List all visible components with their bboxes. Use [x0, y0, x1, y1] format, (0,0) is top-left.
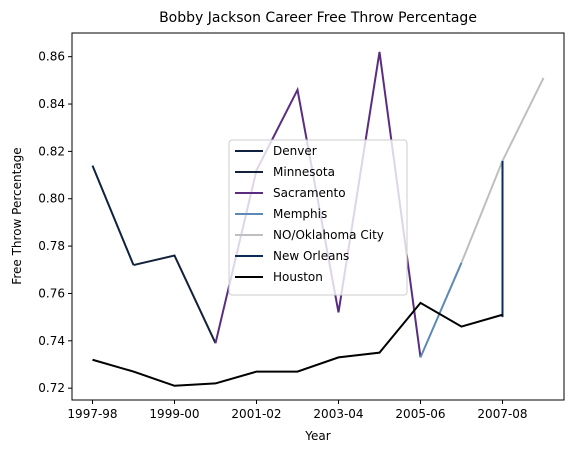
legend-label-4: NO/Oklahoma City: [273, 228, 384, 242]
y-tick-label: 0.86: [38, 50, 65, 64]
legend-label-3: Memphis: [273, 207, 327, 221]
x-tick-label: 2007-08: [477, 407, 527, 421]
x-tick-label: 2001-02: [231, 407, 281, 421]
x-tick-label: 1999-00: [149, 407, 199, 421]
y-tick-label: 0.74: [38, 334, 65, 348]
y-tick-label: 0.84: [38, 97, 65, 111]
legend: Denver Minnesota Sacramento Memphis NO/Oklah…: [228, 139, 408, 296]
y-tick-label: 0.82: [38, 144, 65, 158]
x-tick-label: 2005-06: [395, 407, 445, 421]
y-tick-label: 0.72: [38, 381, 65, 395]
y-tick-label: 0.78: [38, 239, 65, 253]
legend-box: [228, 139, 408, 296]
x-axis-title: Year: [304, 429, 330, 443]
chart-title: Bobby Jackson Career Free Throw Percenta…: [159, 10, 477, 26]
series-line-0: [91, 165, 135, 266]
legend-label-0: Denver: [273, 144, 317, 158]
legend-label-1: Minnesota: [273, 165, 335, 179]
x-tick-label: 1997-98: [67, 407, 117, 421]
y-tick-label: 0.76: [38, 286, 65, 300]
y-tick-label: 0.80: [38, 192, 65, 206]
plot-frame: [71, 32, 565, 401]
series-line-6: [92, 301, 503, 387]
series-line-1: [133, 254, 217, 344]
legend-label-5: New Orleans: [273, 249, 349, 263]
legend-label-2: Sacramento: [273, 186, 346, 200]
axis-ticks: 0.72 0.74 0.76 0.78 0.80 0.82 0.84 0.86 1997-98 1…: [38, 50, 527, 421]
series-line-3: [419, 262, 463, 358]
y-axis-title: Free Throw Percentage: [10, 147, 24, 284]
legend-label-6: Houston: [273, 270, 323, 284]
x-tick-label: 2003-04: [313, 407, 363, 421]
